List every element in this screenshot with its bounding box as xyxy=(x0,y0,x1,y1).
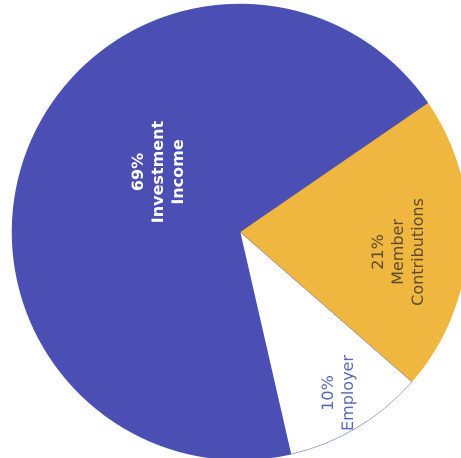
slice-label: 10% Employer xyxy=(318,353,358,433)
category-label: Investment Income xyxy=(148,120,187,224)
pie-slice xyxy=(11,3,429,458)
value-label: 69% xyxy=(128,152,147,192)
slice-label: 21% Member Contributions xyxy=(368,193,428,311)
pie-slice xyxy=(239,102,461,383)
slice-label: 69% Investment Income xyxy=(128,113,188,231)
category-label: Member Contributions xyxy=(388,198,427,306)
pie-slice xyxy=(239,231,413,455)
value-label: 21% xyxy=(368,234,387,270)
category-label: Employer xyxy=(338,355,357,431)
value-label: 10% xyxy=(318,375,337,411)
